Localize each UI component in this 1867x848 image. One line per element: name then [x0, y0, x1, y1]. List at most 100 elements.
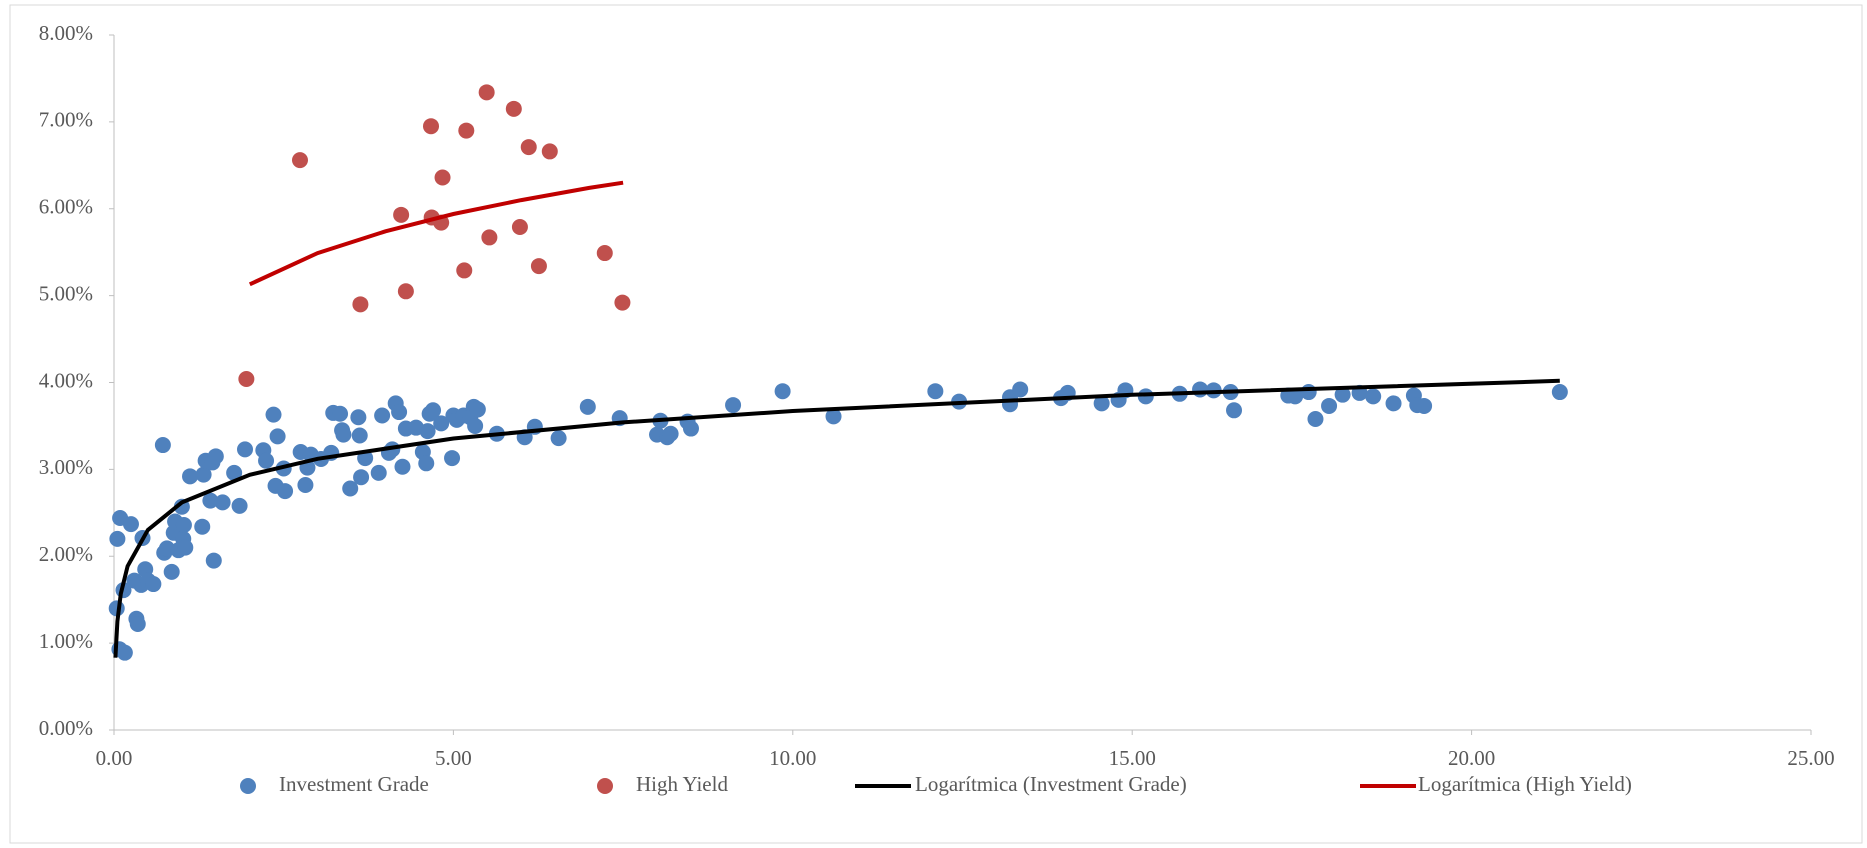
point [393, 206, 410, 223]
point [163, 563, 180, 580]
point [231, 497, 248, 514]
point [458, 122, 475, 139]
point [351, 427, 368, 444]
y-tick-label: 2.00% [39, 542, 93, 566]
point [397, 283, 414, 300]
point [444, 450, 461, 467]
point [520, 139, 537, 156]
point [596, 245, 613, 262]
point [550, 430, 567, 447]
point [425, 402, 442, 419]
x-tick-label: 20.00 [1448, 746, 1495, 770]
point [207, 448, 224, 465]
y-tick-label: 1.00% [39, 629, 93, 653]
point [177, 539, 194, 556]
point [226, 464, 243, 481]
y-tick-label: 5.00% [39, 281, 93, 305]
point [1334, 386, 1351, 403]
point [1226, 402, 1243, 419]
y-tick-label: 4.00% [39, 368, 93, 392]
point [202, 492, 219, 509]
point [122, 516, 139, 533]
point [682, 420, 699, 437]
point [350, 409, 367, 426]
point [332, 405, 349, 422]
point [291, 152, 308, 169]
point [145, 576, 162, 593]
point [342, 480, 359, 497]
point [269, 428, 286, 445]
x-tick-label: 15.00 [1109, 746, 1156, 770]
point [662, 425, 679, 442]
point [1192, 381, 1209, 398]
trendline [248, 180, 624, 287]
point [1093, 395, 1110, 412]
point [927, 383, 944, 400]
point [129, 616, 146, 633]
point [116, 644, 133, 661]
point [1307, 410, 1324, 427]
point [422, 118, 439, 135]
point [265, 406, 282, 423]
point [725, 397, 742, 414]
x-tick-label: 10.00 [769, 746, 816, 770]
legend-marker [240, 778, 256, 794]
point [335, 426, 352, 443]
point [237, 441, 254, 458]
chart-border [9, 4, 1863, 844]
point [370, 464, 387, 481]
y-tick-label: 6.00% [39, 195, 93, 219]
point [195, 466, 212, 483]
point [579, 398, 596, 415]
point [154, 437, 171, 454]
point [205, 552, 222, 569]
point [456, 262, 473, 279]
point [1416, 397, 1433, 414]
point [394, 458, 411, 475]
point [1321, 397, 1338, 414]
point [258, 452, 275, 469]
point [1551, 384, 1568, 401]
point [109, 530, 126, 547]
point [511, 218, 528, 235]
point [419, 423, 436, 440]
y-tick-label: 8.00% [39, 21, 93, 45]
point [175, 516, 192, 533]
point [418, 455, 435, 472]
legend-marker [597, 778, 613, 794]
point [505, 100, 522, 117]
y-tick-label: 7.00% [39, 108, 93, 132]
legend-label: Logarítmica (Investment Grade) [915, 772, 1187, 796]
point [353, 469, 370, 486]
point [469, 401, 486, 418]
point [481, 229, 498, 246]
legend-label: Logarítmica (High Yield) [1418, 772, 1632, 796]
point [1385, 395, 1402, 412]
point [238, 371, 255, 388]
point [614, 294, 631, 311]
point [467, 417, 484, 434]
legend-label: High Yield [636, 772, 728, 796]
point [277, 483, 294, 500]
point [374, 407, 391, 424]
point [1300, 384, 1317, 401]
x-tick-label: 0.00 [96, 746, 133, 770]
point [825, 408, 842, 425]
point [297, 477, 314, 494]
point [434, 169, 451, 186]
point [1287, 388, 1304, 405]
x-tick-label: 25.00 [1787, 746, 1834, 770]
point [194, 518, 211, 535]
point [352, 296, 369, 313]
y-tick-label: 0.00% [39, 716, 93, 740]
point [478, 84, 495, 101]
trendline [113, 378, 1560, 658]
point [774, 383, 791, 400]
point [530, 258, 547, 275]
point [182, 468, 199, 485]
point [1012, 381, 1029, 398]
legend-label: Investment Grade [279, 772, 429, 796]
point [391, 404, 408, 421]
y-tick-label: 3.00% [39, 455, 93, 479]
